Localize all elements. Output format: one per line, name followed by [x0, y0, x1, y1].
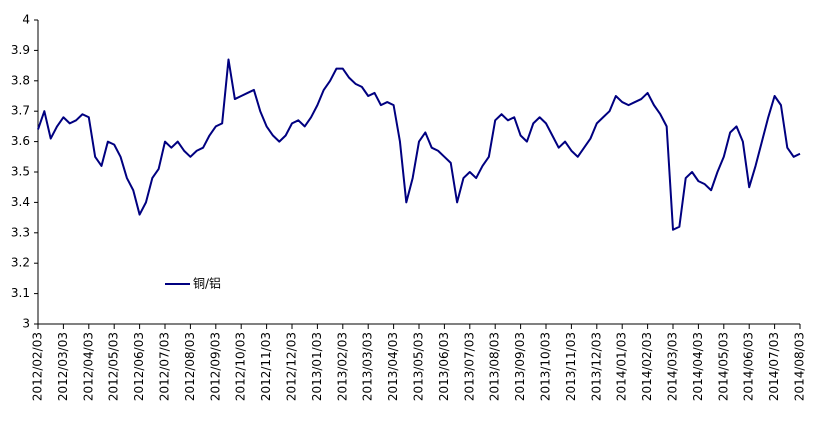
x-tick-label: 2012/11/03 [259, 332, 273, 401]
x-tick-label: 2013/01/03 [310, 332, 324, 401]
y-tick-label: 3.5 [11, 165, 30, 179]
y-tick-label: 4 [22, 13, 30, 27]
x-tick-label: 2013/11/03 [564, 332, 578, 401]
x-tick-label: 2014/05/03 [716, 332, 730, 401]
x-tick-label: 2013/06/03 [437, 332, 451, 401]
x-tick-label: 2013/03/03 [361, 332, 375, 401]
x-tick-label: 2012/08/03 [183, 332, 197, 401]
x-tick-label: 2012/06/03 [132, 332, 146, 401]
y-tick-label: 3.9 [11, 43, 30, 57]
y-tick-label: 3.7 [11, 104, 30, 118]
x-tick-label: 2013/04/03 [386, 332, 400, 401]
x-tick-label: 2013/07/03 [462, 332, 476, 401]
y-tick-label: 3.2 [11, 256, 30, 270]
x-tick-label: 2012/05/03 [107, 332, 121, 401]
x-tick-label: 2012/03/03 [56, 332, 70, 401]
y-tick-label: 3.6 [11, 134, 30, 148]
legend-label: 铜/铝 [193, 276, 221, 291]
x-tick-label: 2013/09/03 [513, 332, 527, 401]
x-tick-label: 2013/12/03 [589, 332, 603, 401]
x-tick-label: 2014/03/03 [666, 332, 680, 401]
y-tick-label: 3.4 [11, 195, 30, 209]
x-tick-label: 2013/08/03 [488, 332, 502, 401]
y-tick-label: 3.3 [11, 225, 30, 239]
y-tick-label: 3.1 [11, 286, 30, 300]
x-tick-label: 2012/10/03 [234, 332, 248, 401]
x-tick-label: 2014/02/03 [640, 332, 654, 401]
y-tick-label: 3 [22, 317, 30, 331]
x-tick-label: 2013/10/03 [539, 332, 553, 401]
x-tick-label: 2014/04/03 [691, 332, 705, 401]
x-tick-label: 2012/04/03 [81, 332, 95, 401]
x-tick-label: 2014/01/03 [615, 332, 629, 401]
x-tick-label: 2012/02/03 [31, 332, 45, 401]
series-line [37, 58, 801, 231]
x-tick-label: 2012/12/03 [285, 332, 299, 401]
x-tick-label: 2014/06/03 [742, 332, 756, 401]
x-tick-label: 2013/02/03 [335, 332, 349, 401]
x-tick-label: 2012/07/03 [158, 332, 172, 401]
x-tick-label: 2012/09/03 [208, 332, 222, 401]
x-tick-label: 2014/08/03 [793, 332, 807, 401]
x-tick-label: 2013/05/03 [412, 332, 426, 401]
x-tick-label: 2014/07/03 [767, 332, 781, 401]
y-tick-label: 3.8 [11, 73, 30, 87]
